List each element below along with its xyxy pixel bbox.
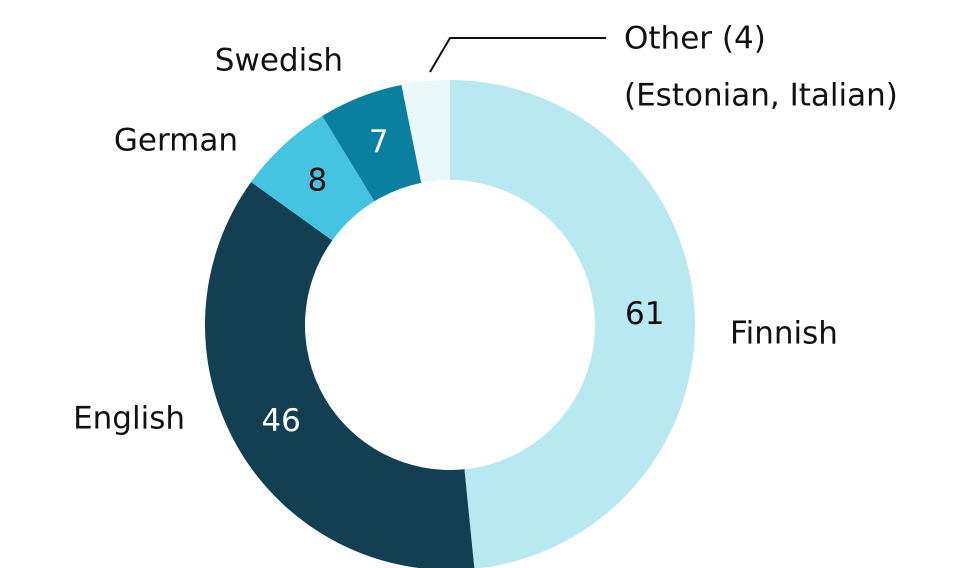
- annotation: (Estonian, Italian): [624, 78, 898, 114]
- data-label: 8: [307, 163, 327, 199]
- data-label: 46: [261, 403, 300, 439]
- category-label: Finnish: [730, 316, 838, 352]
- category-label: Swedish: [215, 43, 343, 79]
- donut-slice: [450, 80, 696, 568]
- donut-slice: [322, 84, 422, 202]
- category-label: Other (4): [624, 21, 766, 57]
- data-label: 7: [369, 124, 389, 160]
- category-label: English: [73, 401, 185, 437]
- data-label: 61: [625, 296, 664, 332]
- category-label: German: [114, 123, 238, 159]
- donut-slice: [251, 115, 375, 241]
- donut-slice: [205, 181, 475, 568]
- donut-slice: [401, 80, 450, 183]
- leader-line: [429, 37, 606, 73]
